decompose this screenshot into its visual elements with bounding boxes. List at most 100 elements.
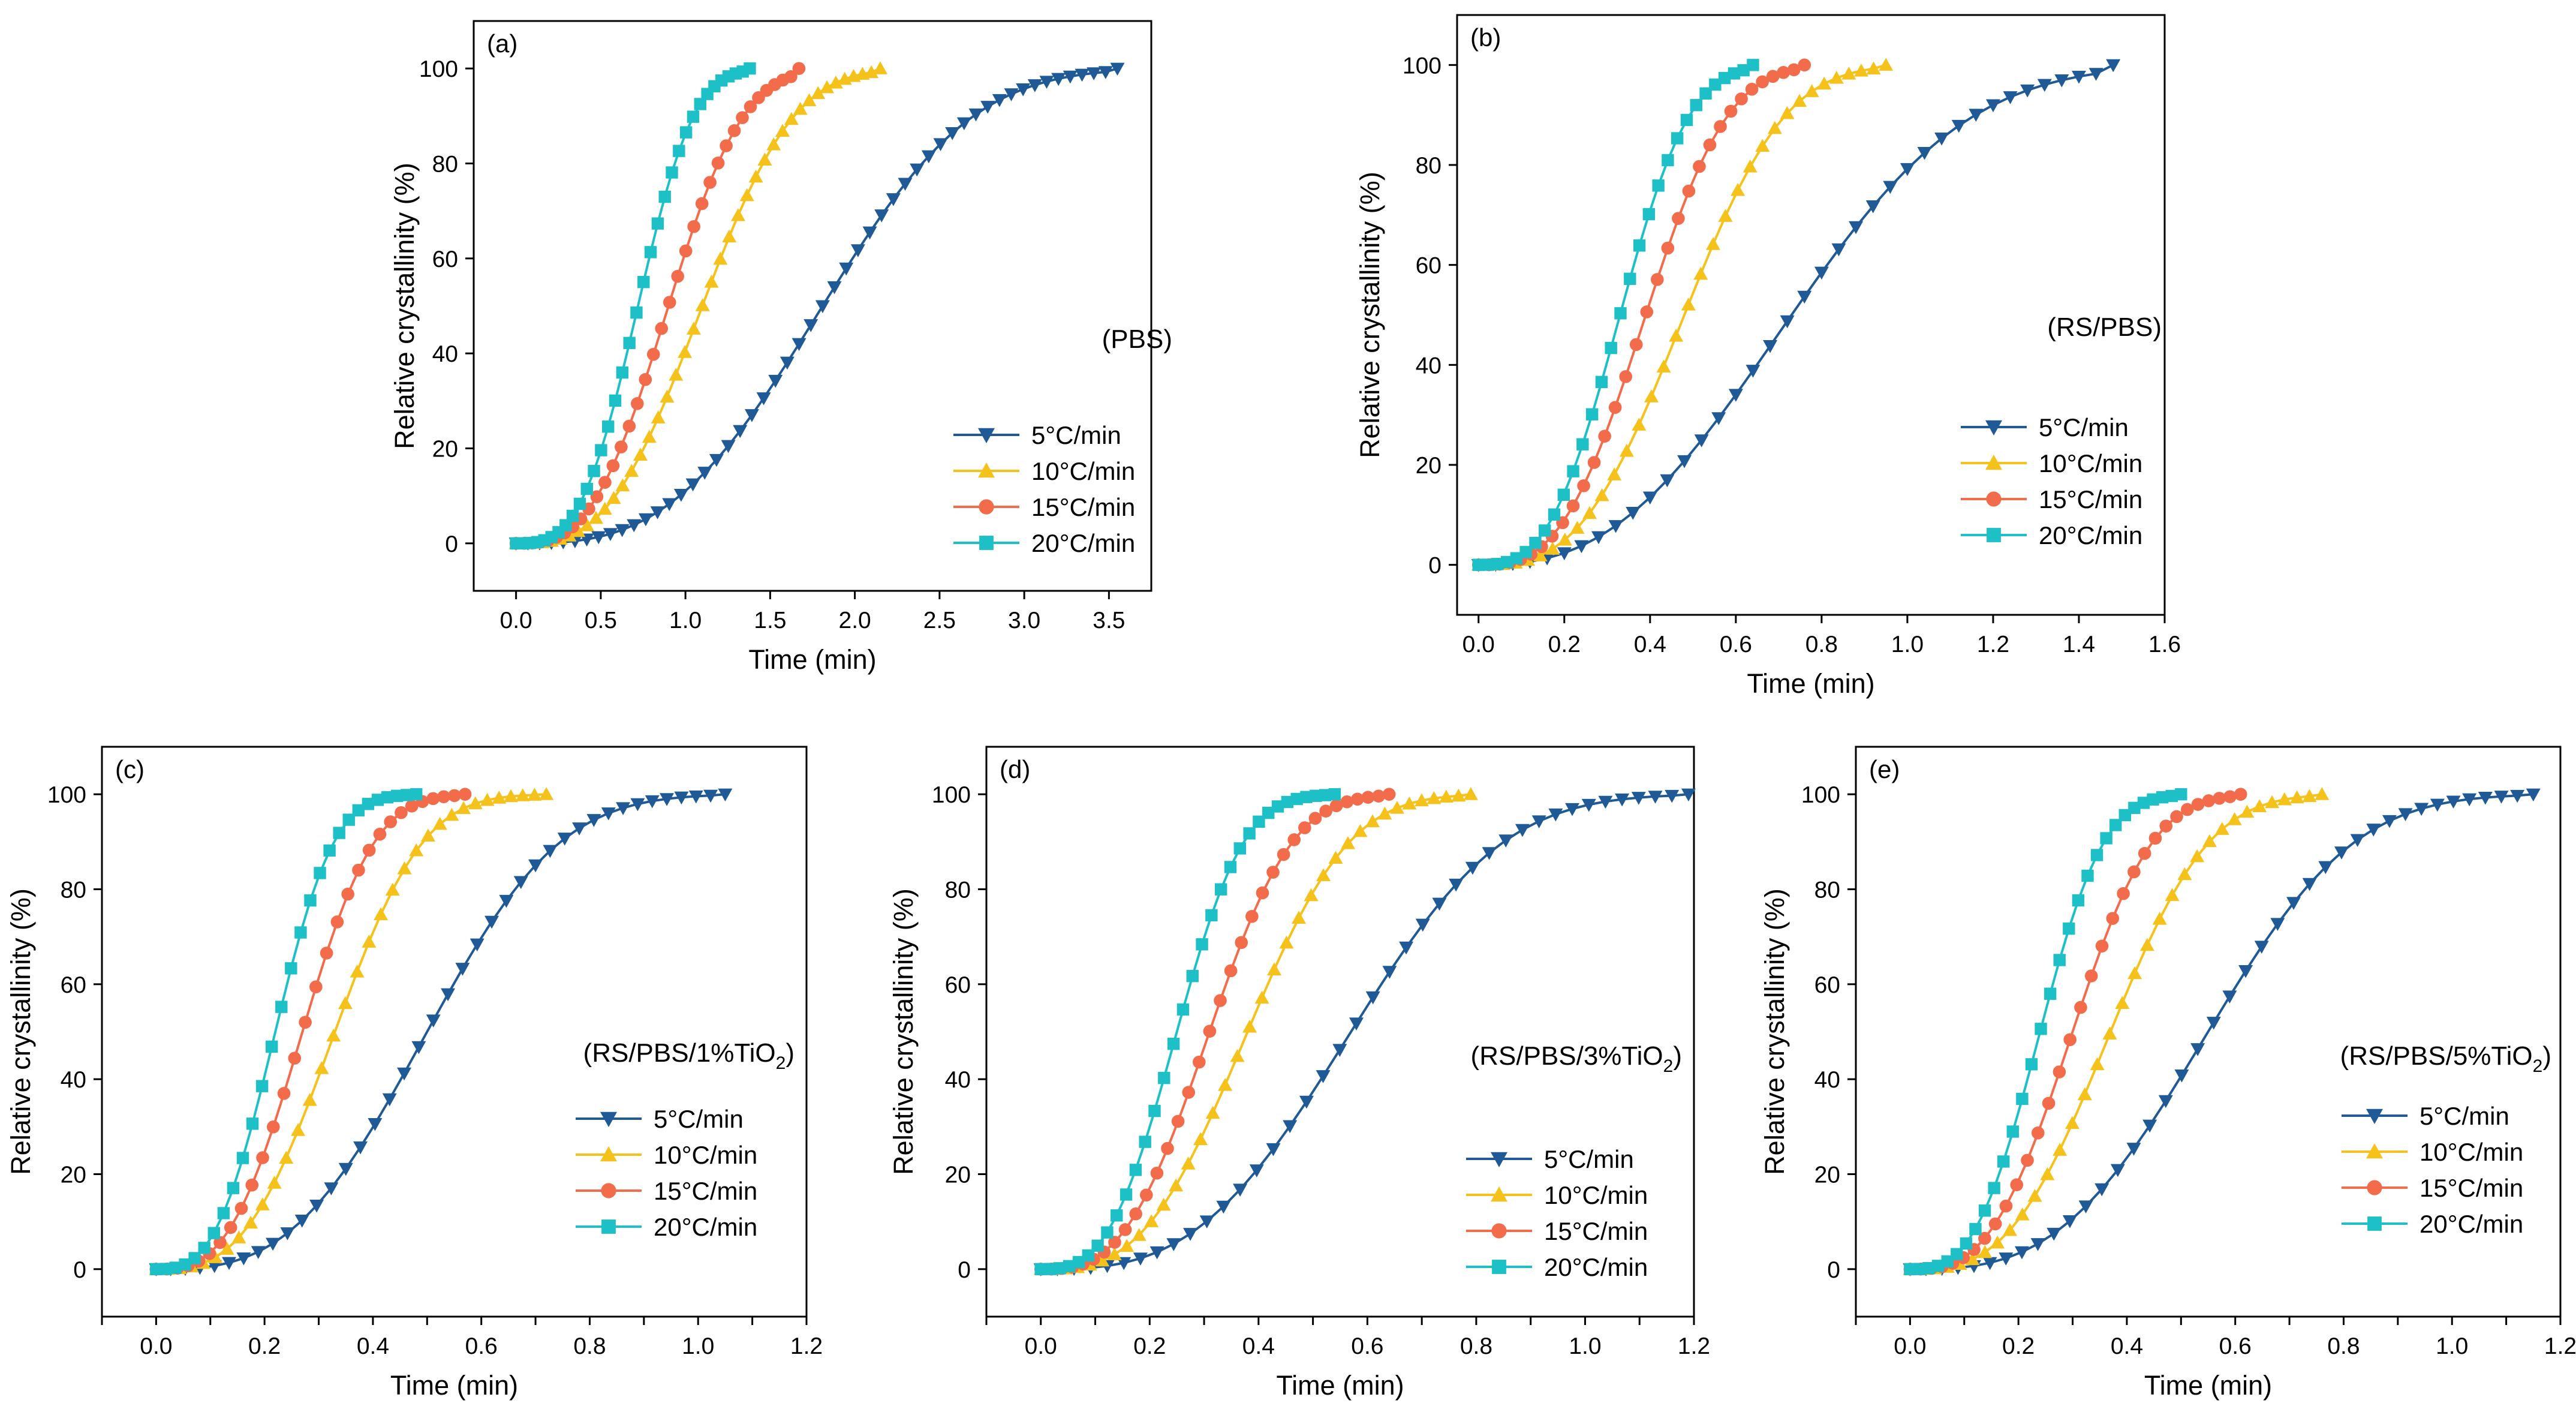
data-point bbox=[815, 300, 830, 314]
data-point bbox=[1051, 73, 1066, 86]
data-point bbox=[598, 476, 612, 489]
data-point bbox=[671, 269, 685, 283]
legend-marker bbox=[979, 499, 994, 515]
data-point bbox=[277, 1087, 291, 1100]
data-point bbox=[1681, 298, 1696, 311]
data-point bbox=[333, 827, 345, 839]
data-point bbox=[559, 519, 572, 531]
data-point bbox=[1156, 1197, 1171, 1211]
data-point bbox=[207, 1250, 222, 1263]
data-point bbox=[651, 217, 664, 230]
data-point bbox=[1792, 94, 1807, 107]
data-point bbox=[1063, 70, 1078, 84]
data-point bbox=[2240, 804, 2255, 818]
data-point bbox=[1203, 1025, 1217, 1038]
data-point bbox=[2035, 1023, 2047, 1035]
series-15cmin bbox=[1471, 58, 1811, 572]
data-point bbox=[539, 787, 554, 800]
data-point bbox=[1304, 888, 1319, 902]
data-point bbox=[1389, 801, 1404, 814]
data-point bbox=[910, 163, 925, 177]
data-point bbox=[302, 1092, 317, 1106]
data-point bbox=[224, 1221, 237, 1234]
data-point bbox=[1224, 861, 1237, 873]
series-line bbox=[156, 793, 547, 1270]
data-point bbox=[285, 962, 297, 975]
data-point bbox=[1988, 1182, 2000, 1194]
data-point bbox=[1500, 555, 1513, 569]
data-point bbox=[956, 117, 971, 131]
data-point bbox=[426, 1014, 441, 1028]
data-point bbox=[330, 915, 344, 929]
data-point bbox=[784, 70, 798, 83]
data-point bbox=[597, 501, 612, 515]
legend-marker bbox=[978, 462, 995, 478]
data-point bbox=[503, 789, 518, 803]
data-point bbox=[1482, 558, 1494, 571]
data-point bbox=[1120, 1239, 1134, 1252]
x-tick-label: 1.0 bbox=[1891, 632, 1924, 657]
data-point bbox=[368, 1118, 383, 1131]
data-point bbox=[1557, 547, 1572, 560]
data-point bbox=[886, 193, 901, 206]
data-point bbox=[666, 166, 678, 179]
data-point bbox=[1988, 1217, 2002, 1231]
chart-panel-a: 0.0 0.5 1.0 1.5 2.0 2.5 3.0 3.5 0 20 40 60 80 100 Time… bbox=[389, 20, 1172, 675]
data-point bbox=[1665, 789, 1680, 803]
data-point bbox=[1531, 815, 1546, 829]
data-point bbox=[2081, 869, 2094, 882]
data-point bbox=[1111, 1209, 1123, 1222]
data-point bbox=[1233, 842, 1247, 855]
data-point bbox=[1427, 791, 1442, 804]
data-point bbox=[1169, 1178, 1184, 1192]
data-point bbox=[748, 169, 763, 183]
data-point bbox=[1677, 455, 1692, 468]
panel-label: (a) bbox=[487, 29, 517, 58]
series-10cmin bbox=[508, 61, 887, 549]
data-point bbox=[602, 420, 615, 433]
plot-frame bbox=[101, 746, 808, 1318]
data-point bbox=[688, 790, 703, 804]
data-point bbox=[2142, 1119, 2157, 1133]
data-point bbox=[2170, 810, 2183, 824]
data-point bbox=[437, 790, 450, 804]
legend-label: 10°C/min bbox=[2039, 449, 2142, 477]
panel-label: (e) bbox=[1869, 755, 1900, 783]
data-point bbox=[616, 366, 629, 379]
data-point bbox=[1619, 443, 1634, 457]
data-point bbox=[1969, 109, 1984, 122]
data-point bbox=[1680, 113, 1693, 127]
chart-panel-e: 0.0 0.2 0.4 0.6 0.8 1.0 1.2 0 20 40 60 80 100 Time (m… bbox=[1759, 746, 2576, 1401]
data-point bbox=[1865, 200, 1880, 214]
sample-label: (RS/PBS) bbox=[2047, 313, 2162, 342]
data-point bbox=[2302, 789, 2317, 803]
data-point bbox=[1978, 1204, 1991, 1217]
data-point bbox=[1671, 132, 1684, 145]
legend-marker bbox=[2367, 1216, 2382, 1231]
data-point bbox=[591, 531, 606, 545]
data-point bbox=[2015, 1207, 2030, 1221]
y-tick-label: 80 bbox=[432, 152, 458, 178]
y-tick-label: 100 bbox=[1403, 53, 1442, 79]
data-point bbox=[2165, 888, 2180, 902]
data-point bbox=[768, 374, 783, 388]
data-point bbox=[382, 1093, 397, 1107]
x-tick-label: 0.4 bbox=[1634, 632, 1666, 657]
data-point bbox=[1266, 866, 1280, 879]
data-point bbox=[2526, 788, 2541, 802]
data-point bbox=[1576, 438, 1589, 450]
y-axis-title: Relative crystallinity (%) bbox=[888, 888, 919, 1175]
data-point bbox=[448, 789, 461, 803]
y-tick-label: 100 bbox=[419, 56, 458, 82]
legend-label: 20°C/min bbox=[1544, 1253, 1648, 1281]
data-point bbox=[1150, 1166, 1164, 1180]
data-point bbox=[291, 1123, 306, 1136]
data-point bbox=[266, 1237, 281, 1251]
data-point bbox=[669, 368, 684, 381]
data-point bbox=[1249, 1164, 1264, 1177]
series-15cmin bbox=[1903, 788, 2247, 1276]
data-point bbox=[697, 467, 712, 480]
data-point bbox=[828, 75, 843, 89]
data-point bbox=[213, 1236, 227, 1249]
data-point bbox=[1703, 138, 1717, 152]
